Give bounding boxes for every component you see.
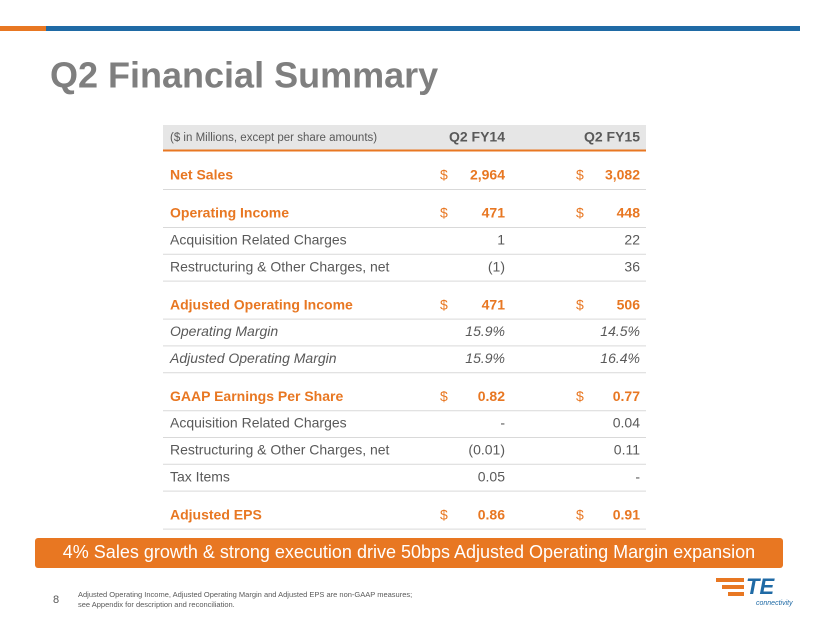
logo: TE connectivity	[716, 574, 793, 607]
footnote: see Appendix for description and reconci…	[78, 600, 235, 609]
currency: $	[440, 296, 448, 312]
amount: -	[500, 415, 505, 431]
currency: $	[576, 167, 584, 183]
footnote: Adjusted Operating Income, Adjusted Oper…	[78, 590, 412, 599]
logo-tagline: connectivity	[756, 600, 793, 607]
amount: 15.9%	[465, 350, 505, 366]
amount: 16.4%	[600, 350, 640, 366]
amount: 0.82	[478, 388, 505, 404]
row-label: Acquisition Related Charges	[170, 232, 347, 248]
amount: 0.86	[478, 506, 505, 522]
amount: 0.05	[478, 468, 505, 484]
row-label: Adjusted Operating Income	[170, 296, 353, 312]
banner	[35, 538, 783, 568]
accent-bar	[0, 26, 46, 31]
currency: $	[576, 205, 584, 221]
logo-stripe	[722, 585, 744, 589]
banner-text: 4% Sales growth & strong execution drive…	[63, 542, 755, 562]
row-label: Operating Income	[170, 205, 289, 221]
amount: 448	[617, 205, 641, 221]
logo-stripe	[716, 578, 744, 582]
amount: 506	[617, 296, 641, 312]
amount: -	[635, 468, 640, 484]
row-label: Adjusted Operating Margin	[169, 350, 337, 366]
row-label: GAAP Earnings Per Share	[170, 388, 343, 404]
column-header: Q2 FY14	[449, 129, 505, 145]
row-label: Net Sales	[170, 167, 233, 183]
amount: 0.91	[613, 506, 640, 522]
amount: 14.5%	[600, 323, 640, 339]
amount: 0.77	[613, 388, 640, 404]
amount: 36	[624, 258, 640, 274]
row-label: Operating Margin	[170, 323, 278, 339]
currency: $	[440, 506, 448, 522]
amount: 1	[497, 232, 505, 248]
currency: $	[440, 388, 448, 404]
currency: $	[440, 167, 448, 183]
amount: 471	[482, 205, 506, 221]
currency: $	[440, 205, 448, 221]
page-number: 8	[53, 594, 59, 606]
column-header: Q2 FY15	[584, 129, 640, 145]
amount: 471	[482, 296, 506, 312]
row-label: Acquisition Related Charges	[170, 415, 347, 431]
row-label: Adjusted EPS	[170, 506, 262, 522]
currency: $	[576, 296, 584, 312]
row-label: Tax Items	[170, 468, 230, 484]
amount: 22	[624, 232, 640, 248]
top-bar	[46, 26, 800, 31]
row-label: Restructuring & Other Charges, net	[170, 258, 390, 274]
title: Q2 Financial Summary	[50, 55, 438, 96]
amount: 15.9%	[465, 323, 505, 339]
amount: (1)	[488, 258, 505, 274]
amount: 0.04	[613, 415, 640, 431]
amount: 0.11	[614, 442, 640, 458]
amount: 3,082	[605, 167, 640, 183]
amount: (0.01)	[468, 442, 505, 458]
amount: 2,964	[470, 167, 505, 183]
table-body: Net Sales $2,964 $3,082 Operating Income $47…	[163, 167, 646, 530]
currency: $	[576, 388, 584, 404]
table-header-bg	[163, 125, 646, 150]
logo-stripe	[728, 592, 744, 596]
row-label: Restructuring & Other Charges, net	[170, 442, 390, 458]
logo-text: TE	[746, 574, 775, 599]
column-header: ($ in Millions, except per share amounts…	[170, 132, 377, 144]
currency: $	[576, 506, 584, 522]
